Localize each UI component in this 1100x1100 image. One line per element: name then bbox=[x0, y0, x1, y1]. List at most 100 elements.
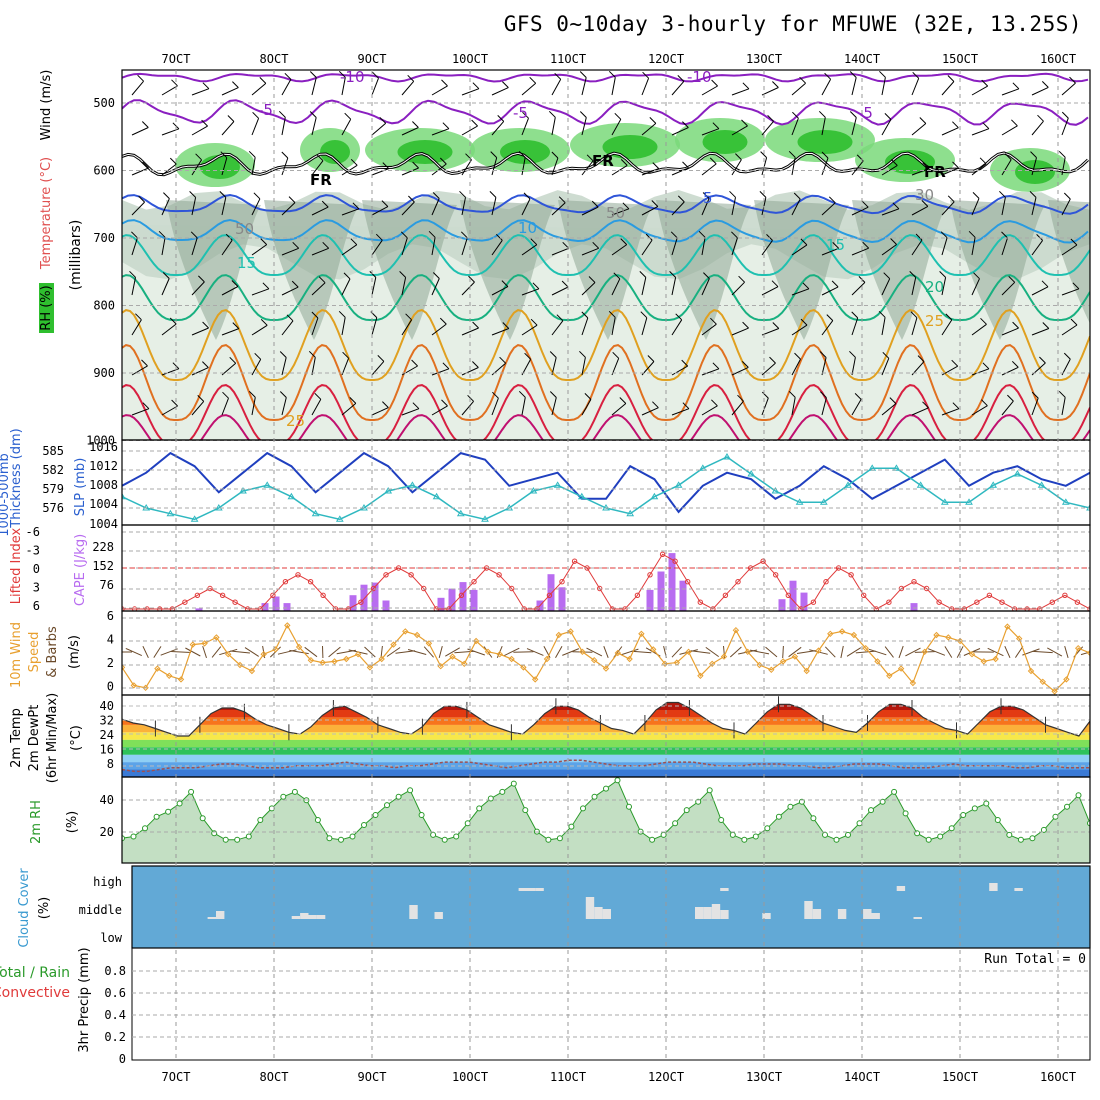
wind-barb-flag bbox=[561, 280, 569, 288]
rh-marker bbox=[902, 810, 909, 817]
rh-marker bbox=[165, 808, 172, 815]
wind-barb bbox=[911, 168, 929, 176]
wind-barb-flag bbox=[260, 318, 268, 326]
rh-marker bbox=[971, 805, 978, 812]
wind-barb bbox=[971, 368, 990, 376]
wind-speed-marker bbox=[933, 631, 940, 639]
li-marker bbox=[1074, 599, 1081, 605]
li-marker bbox=[1024, 606, 1030, 611]
wind-barb bbox=[281, 247, 299, 256]
cape-bar bbox=[668, 553, 676, 611]
wind-barb bbox=[551, 320, 564, 336]
wind-barb-flag bbox=[460, 231, 468, 239]
wind-barb bbox=[281, 286, 299, 296]
wind-barb-flag bbox=[612, 351, 620, 359]
x-tick-label-top: 13OCT bbox=[746, 52, 782, 66]
cape-bar bbox=[261, 603, 269, 611]
wind-barb bbox=[1061, 198, 1071, 216]
li-marker bbox=[760, 558, 766, 564]
wind-barb-flag bbox=[441, 79, 448, 87]
wind-speed-marker bbox=[768, 666, 775, 674]
cloud-high-bar bbox=[518, 888, 527, 891]
wind-barb-flag bbox=[369, 271, 377, 278]
slp-marker bbox=[432, 492, 441, 500]
wind-barb bbox=[941, 81, 955, 96]
cape-bar bbox=[910, 603, 918, 611]
wind-barb-flag bbox=[172, 122, 180, 130]
wind-barb-flag bbox=[820, 391, 827, 398]
wind-barb-flag bbox=[849, 350, 856, 358]
wind-barb-flag bbox=[311, 311, 319, 319]
temp-contour-5 bbox=[122, 193, 1089, 215]
wind-barb bbox=[131, 319, 142, 336]
wind-speed-marker bbox=[260, 650, 267, 658]
wind-speed-marker bbox=[708, 660, 716, 668]
slp-marker bbox=[577, 492, 586, 500]
wind-barb-flag bbox=[849, 71, 857, 78]
wind-barb bbox=[281, 79, 292, 96]
wind-barb-flag bbox=[162, 272, 170, 279]
rh-grey-plume bbox=[166, 200, 261, 340]
wind-barb-10m bbox=[160, 648, 178, 656]
rh-marker bbox=[453, 833, 460, 840]
wind-barb-flag bbox=[549, 351, 557, 358]
wind-barb-10m bbox=[690, 650, 711, 654]
rh-marker bbox=[326, 835, 333, 842]
wind-barb-flag bbox=[788, 150, 796, 158]
temp-band bbox=[122, 695, 1090, 703]
temp-tick-label: 16 bbox=[100, 743, 114, 757]
wind-barb-flag bbox=[381, 200, 389, 207]
wind-barb bbox=[461, 197, 466, 216]
wind-speed-marker bbox=[661, 660, 669, 668]
wind-barb-flag bbox=[883, 272, 891, 280]
wind-barb-flag bbox=[979, 157, 987, 165]
labels-layer: RH (%) Temperature (°C) Wind (m/s) (milliba… bbox=[0, 70, 92, 1053]
wind-barb-flag bbox=[467, 394, 474, 402]
wind-barb bbox=[521, 244, 538, 256]
wind-barb-flag bbox=[854, 393, 862, 400]
wind-barb-flag bbox=[892, 202, 900, 210]
wind-barb-flag bbox=[591, 200, 599, 208]
wind-barb bbox=[221, 362, 237, 376]
wind-barb bbox=[371, 317, 378, 336]
temp-contour-25 bbox=[122, 309, 1090, 382]
wind-barb-flag bbox=[172, 362, 180, 370]
wind-barb bbox=[491, 398, 499, 416]
wind-barb bbox=[521, 288, 540, 296]
wind-barb bbox=[191, 159, 203, 176]
wind-barb bbox=[881, 208, 900, 216]
temp-clip-group bbox=[122, 695, 1090, 777]
wind-barb bbox=[731, 327, 749, 336]
wind-speed-marker bbox=[165, 672, 173, 680]
rh-marker bbox=[418, 812, 425, 818]
wind-barb bbox=[401, 201, 415, 216]
wind-barb-flag bbox=[802, 282, 810, 290]
wind-barb bbox=[911, 239, 923, 256]
wind-barb-flag bbox=[278, 110, 286, 118]
wind-speed-marker bbox=[1074, 644, 1082, 652]
wind-barb bbox=[791, 157, 796, 176]
cape-bar bbox=[272, 596, 280, 611]
wind-barb bbox=[611, 278, 621, 296]
wind-barb bbox=[131, 277, 136, 296]
wind-barb-flag bbox=[711, 79, 718, 87]
wind-barb bbox=[641, 206, 659, 216]
wind-barb-flag bbox=[742, 82, 750, 90]
wind-barb-flag bbox=[1029, 191, 1037, 198]
li-marker bbox=[169, 606, 175, 611]
wind-barb-flag bbox=[411, 359, 418, 367]
temp-tick-label: 8 bbox=[107, 757, 114, 771]
wind-barb-flag bbox=[375, 233, 383, 241]
wind-barb bbox=[401, 319, 413, 336]
wind-barb-flag bbox=[432, 192, 440, 199]
wind-barb-flag bbox=[647, 355, 655, 362]
temp-band bbox=[122, 724, 1090, 733]
wind-barb bbox=[971, 128, 990, 136]
wind-barb-flag bbox=[439, 157, 447, 165]
temp-contour-minus5 bbox=[122, 99, 1089, 126]
wind-barb bbox=[131, 80, 144, 96]
wind-barb bbox=[851, 399, 862, 416]
wind-barb bbox=[491, 240, 503, 256]
wind-barb-10m bbox=[503, 647, 520, 657]
wind-barb bbox=[221, 197, 227, 216]
